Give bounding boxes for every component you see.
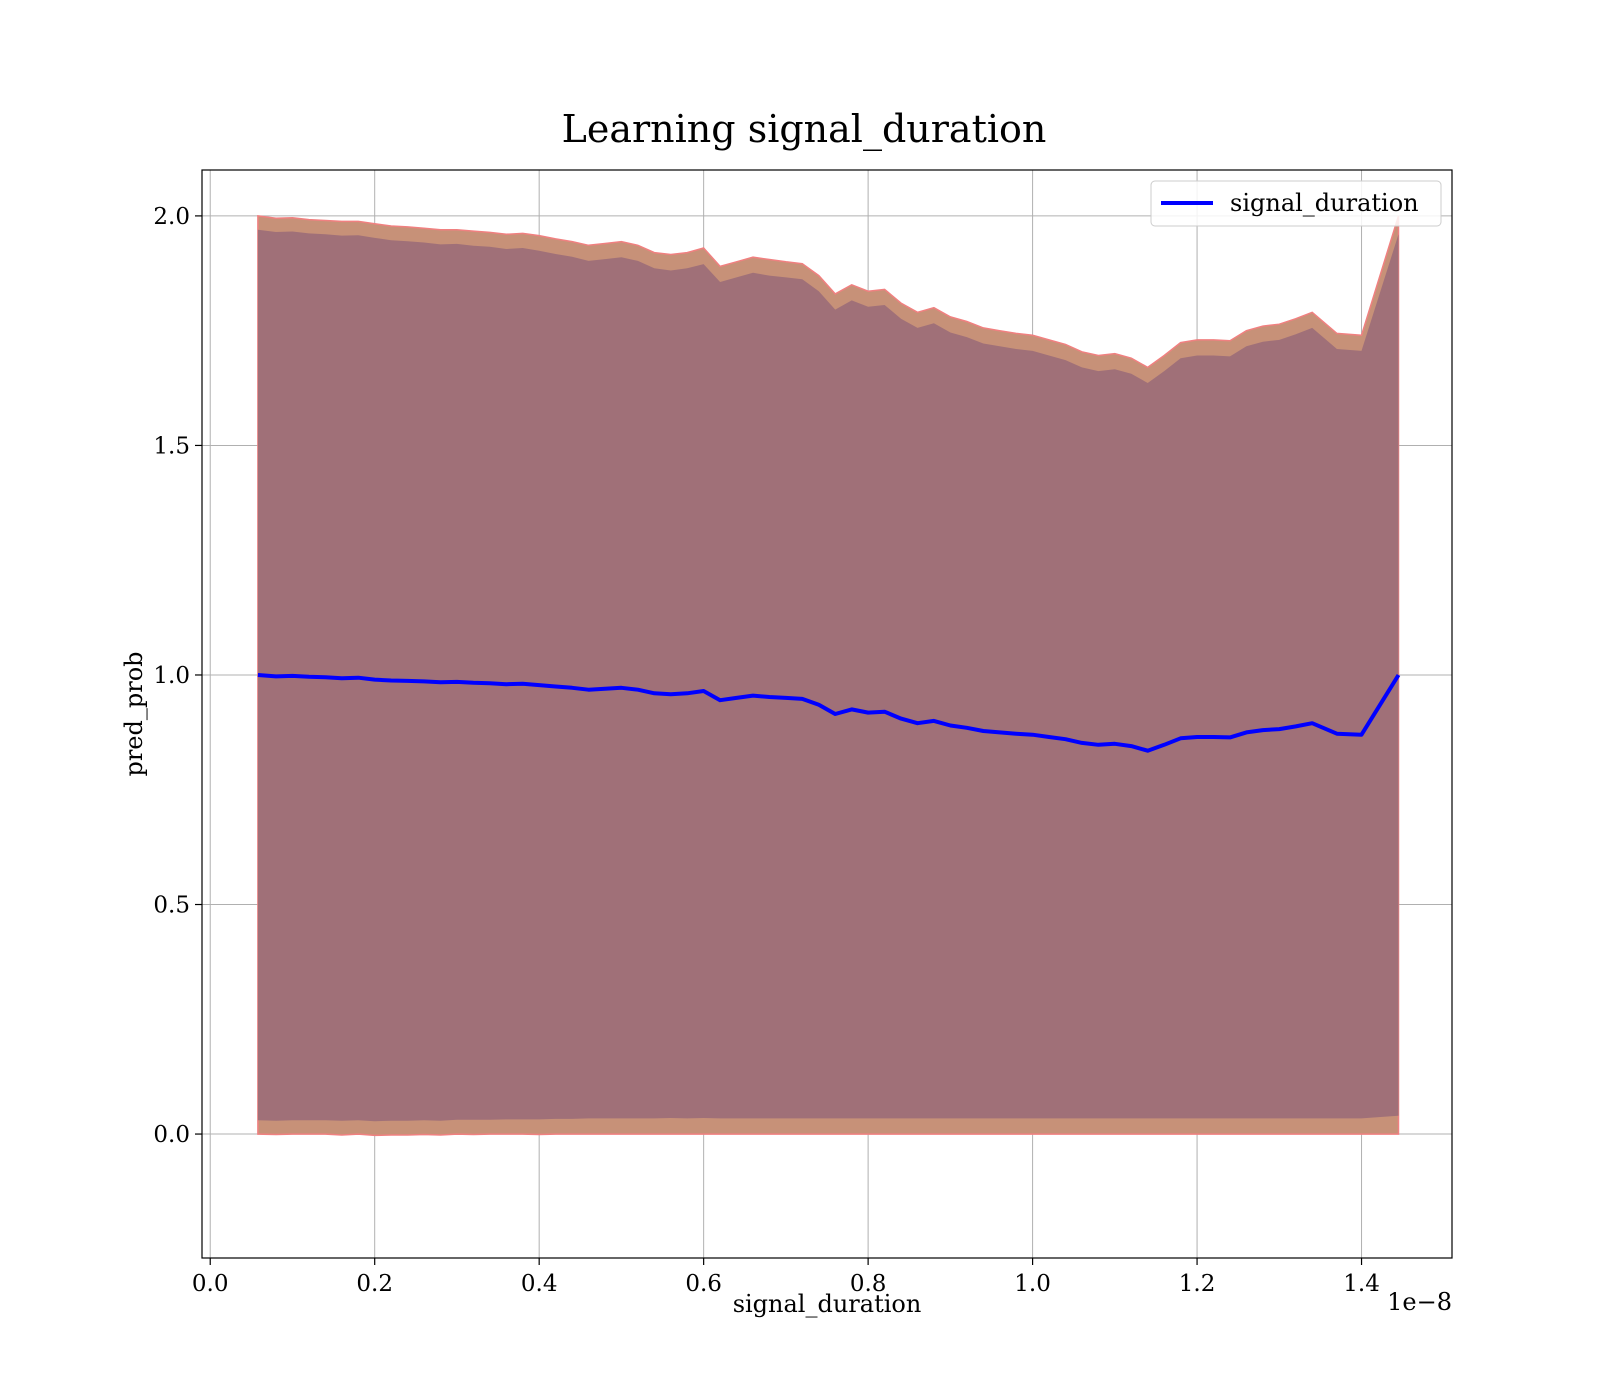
series-line-signal-duration xyxy=(257,673,1401,753)
x-tick-label: 0.4 xyxy=(521,1271,558,1297)
y-tick-label: 1.0 xyxy=(153,663,190,689)
x-tick-label: 1.0 xyxy=(1014,1271,1051,1297)
legend-box xyxy=(1150,180,1442,227)
legend-label-signal-duration: signal_duration xyxy=(1230,189,1419,217)
x-axis-ticks: 0.0 0.2 0.4 0.6 0.8 1.0 1.2 1.4 xyxy=(192,1258,1380,1297)
x-tick-label: 0.6 xyxy=(685,1271,722,1297)
x-tick-label: 1.4 xyxy=(1343,1271,1380,1297)
plot-area: 0.0 0.2 0.4 0.6 0.8 1.0 1.2 1.4 0.0 0.5 1.0 1.5 2.0 xyxy=(153,169,1453,1297)
inner-band xyxy=(257,229,1399,1122)
axes-frame xyxy=(201,169,1453,1259)
x-axis-label: signal_duration xyxy=(733,1290,922,1318)
y-tick-label: 0.5 xyxy=(153,893,190,919)
y-axis-label: pred_prob xyxy=(120,651,148,776)
chart-title: Learning signal_duration xyxy=(562,107,1047,152)
series-lines xyxy=(257,673,1401,753)
x-tick-label: 0.8 xyxy=(850,1271,887,1297)
x-tick-label: 1.2 xyxy=(1179,1271,1216,1297)
confidence-bands xyxy=(257,215,1400,1137)
x-tick-label: 0.2 xyxy=(356,1271,393,1297)
y-tick-label: 0.0 xyxy=(153,1122,190,1148)
y-tick-label: 2.0 xyxy=(153,204,190,230)
y-tick-label: 1.5 xyxy=(153,433,190,459)
legend: signal_duration xyxy=(1150,180,1442,227)
x-tick-label: 0.0 xyxy=(192,1271,229,1297)
y-axis-ticks: 0.0 0.5 1.0 1.5 2.0 xyxy=(153,204,202,1148)
x-axis-offset-text: 1e−8 xyxy=(1387,1288,1452,1316)
